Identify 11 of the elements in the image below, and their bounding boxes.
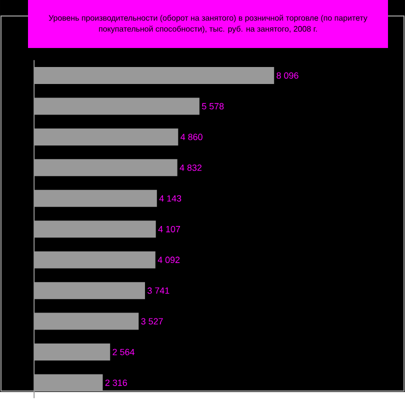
data-label: 4 860 bbox=[180, 134, 202, 140]
data-label: 4 107 bbox=[158, 226, 180, 232]
data-label: 8 096 bbox=[276, 72, 298, 79]
data-label: 4 092 bbox=[158, 256, 180, 264]
data-label: 2 316 bbox=[105, 380, 127, 386]
data-label: 4 832 bbox=[180, 164, 202, 172]
data-label: 2 564 bbox=[112, 349, 134, 356]
data-label: 3 741 bbox=[148, 288, 170, 294]
data-label: 5 578 bbox=[202, 103, 224, 110]
data-label: 3 527 bbox=[141, 318, 163, 325]
data-label: 4 143 bbox=[159, 195, 182, 202]
